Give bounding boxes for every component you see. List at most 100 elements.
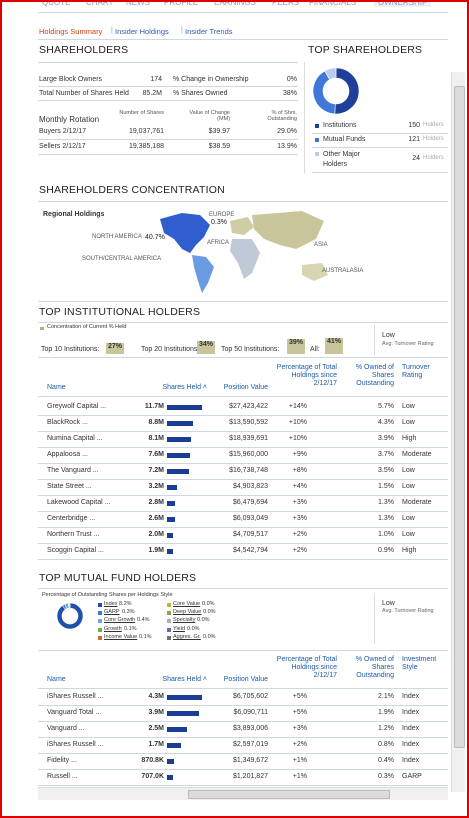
h-scrollbar[interactable] xyxy=(38,787,448,800)
rating: Index xyxy=(402,709,420,716)
style-name[interactable]: GARP xyxy=(104,609,120,616)
donut-slice xyxy=(334,67,360,115)
holder-name[interactable]: Fidelity ... xyxy=(47,757,77,764)
turnover-value: Low xyxy=(382,600,395,607)
nav-tab[interactable]: PROFILE xyxy=(164,0,199,7)
holder-name[interactable]: iShares Russell ... xyxy=(47,741,104,748)
column-header[interactable]: Shares Held ˄ xyxy=(162,384,207,391)
nav-tab[interactable]: OWNERSHIP xyxy=(374,2,432,7)
holder-name[interactable]: Northern Trust ... xyxy=(47,531,100,538)
holder-name[interactable]: Centerbridge ... xyxy=(47,515,96,522)
column-header[interactable]: Shares Held ˄ xyxy=(162,676,207,683)
holder-name[interactable]: State Street ... xyxy=(47,483,92,490)
holdings-change: +4% xyxy=(292,483,307,490)
rotation-value: 29.0% xyxy=(277,128,297,135)
holder-name[interactable]: iShares Russell ... xyxy=(47,693,104,700)
owned-pct: 1.0% xyxy=(378,531,394,538)
style-name[interactable]: Index xyxy=(104,601,118,607)
donut-slice xyxy=(56,602,84,630)
style-name[interactable]: Specialty xyxy=(173,617,196,624)
holder-name[interactable]: Scoggin Capital ... xyxy=(47,547,104,554)
style-name[interactable]: Deep Value xyxy=(173,609,202,616)
shares-bar xyxy=(167,437,192,442)
region-name: EUROPE xyxy=(209,212,235,218)
scroll-thumb[interactable] xyxy=(454,86,465,748)
shares-held: 3.9M xyxy=(148,709,164,716)
holder-name[interactable]: Russell ... xyxy=(47,773,78,780)
turnover-divider xyxy=(374,325,375,355)
position-value: $1,349,672 xyxy=(232,757,268,764)
nav-tab[interactable]: FINANCIALS xyxy=(309,0,357,7)
rating: Moderate xyxy=(402,451,432,458)
legend-count: 24 xyxy=(412,155,420,162)
concentration-bar xyxy=(106,343,124,354)
divider xyxy=(38,62,298,63)
style-name[interactable]: Yield xyxy=(173,625,186,632)
style-swatch xyxy=(98,619,102,624)
holder-name[interactable]: The Vanguard ... xyxy=(47,467,99,474)
position-value: $27,423,422 xyxy=(229,403,268,410)
owned-pct: 0.3% xyxy=(378,773,394,780)
divider xyxy=(38,431,448,432)
holder-name[interactable]: BlackRock ... xyxy=(47,419,88,426)
shares-held: 7.6M xyxy=(148,451,164,458)
position-value: $4,542,794 xyxy=(232,547,268,554)
sub-tab[interactable]: Insider Trends xyxy=(185,27,233,36)
turnover-divider xyxy=(374,594,375,644)
rating: Low xyxy=(402,515,415,522)
sub-tab[interactable]: Holdings Summary xyxy=(39,27,103,36)
nav-tab[interactable]: PEERS xyxy=(272,0,300,7)
shares-bar xyxy=(167,485,177,490)
owned-pct: 1.2% xyxy=(378,725,394,732)
section-title: TOP INSTITUTIONAL HOLDERS xyxy=(39,306,201,318)
rotation-header: % of Shrs. Outstanding xyxy=(267,110,297,122)
holder-name[interactable]: Numina Capital ... xyxy=(47,435,103,442)
legend-unit: Holders xyxy=(423,155,444,161)
holdings-change: +3% xyxy=(292,499,307,506)
divider xyxy=(38,139,298,140)
holder-name[interactable]: Appaloosa ... xyxy=(47,451,88,458)
divider xyxy=(38,495,448,496)
position-value: $1,201,827 xyxy=(232,773,268,780)
style-name[interactable]: Aggres. Gr. xyxy=(173,633,201,640)
style-name[interactable]: Income Value xyxy=(104,633,138,640)
position-value: $15,960,000 xyxy=(229,451,268,458)
holdings-change: +3% xyxy=(292,515,307,522)
shares-bar xyxy=(167,759,175,764)
section-title: TOP MUTUAL FUND HOLDERS xyxy=(39,572,197,584)
position-value: $18,939,691 xyxy=(229,435,268,442)
scrollbar[interactable] xyxy=(451,72,465,792)
holdings-change: +1% xyxy=(292,757,307,764)
h-scroll-thumb[interactable] xyxy=(188,790,390,799)
style-name[interactable]: Growth xyxy=(104,625,122,632)
holder-name[interactable]: Vanguard Total ... xyxy=(47,709,102,716)
holder-name[interactable]: Lakewood Capital ... xyxy=(47,499,111,506)
nav-tab[interactable]: EARNINGS xyxy=(214,0,256,7)
divider xyxy=(38,753,448,754)
legend-count: 150 xyxy=(408,122,420,129)
sub-tab[interactable]: Insider Holdings xyxy=(115,27,169,36)
rating: Index xyxy=(402,725,420,732)
rating: High xyxy=(402,547,417,554)
nav-tab[interactable]: QUOTE xyxy=(42,0,71,7)
legend-swatch xyxy=(40,327,44,330)
shares-held: 7.2M xyxy=(148,467,164,474)
style-name[interactable]: Core Value xyxy=(173,601,201,607)
holdings-change: +9% xyxy=(292,451,307,458)
style-name[interactable]: Core Growth xyxy=(104,617,136,624)
donut-slice xyxy=(324,67,337,81)
summary-value: 38% xyxy=(282,90,297,97)
africa xyxy=(230,239,260,279)
divider xyxy=(38,769,448,770)
divider xyxy=(38,650,448,651)
asia xyxy=(252,211,324,249)
holder-name[interactable]: Vanguard ... xyxy=(47,725,85,732)
nav-tab[interactable]: NEWS xyxy=(126,0,150,7)
column-header: Percentage of Total Holdings since 2/12/… xyxy=(276,656,337,679)
style-swatch xyxy=(167,635,171,640)
shares-bar xyxy=(167,469,189,474)
nav-tab[interactable]: CHART xyxy=(86,0,114,7)
holder-name[interactable]: Greywolf Capital ... xyxy=(47,403,107,410)
concentration-label: Concentration of Current % Held xyxy=(47,324,127,330)
holdings-change: +5% xyxy=(292,709,307,716)
